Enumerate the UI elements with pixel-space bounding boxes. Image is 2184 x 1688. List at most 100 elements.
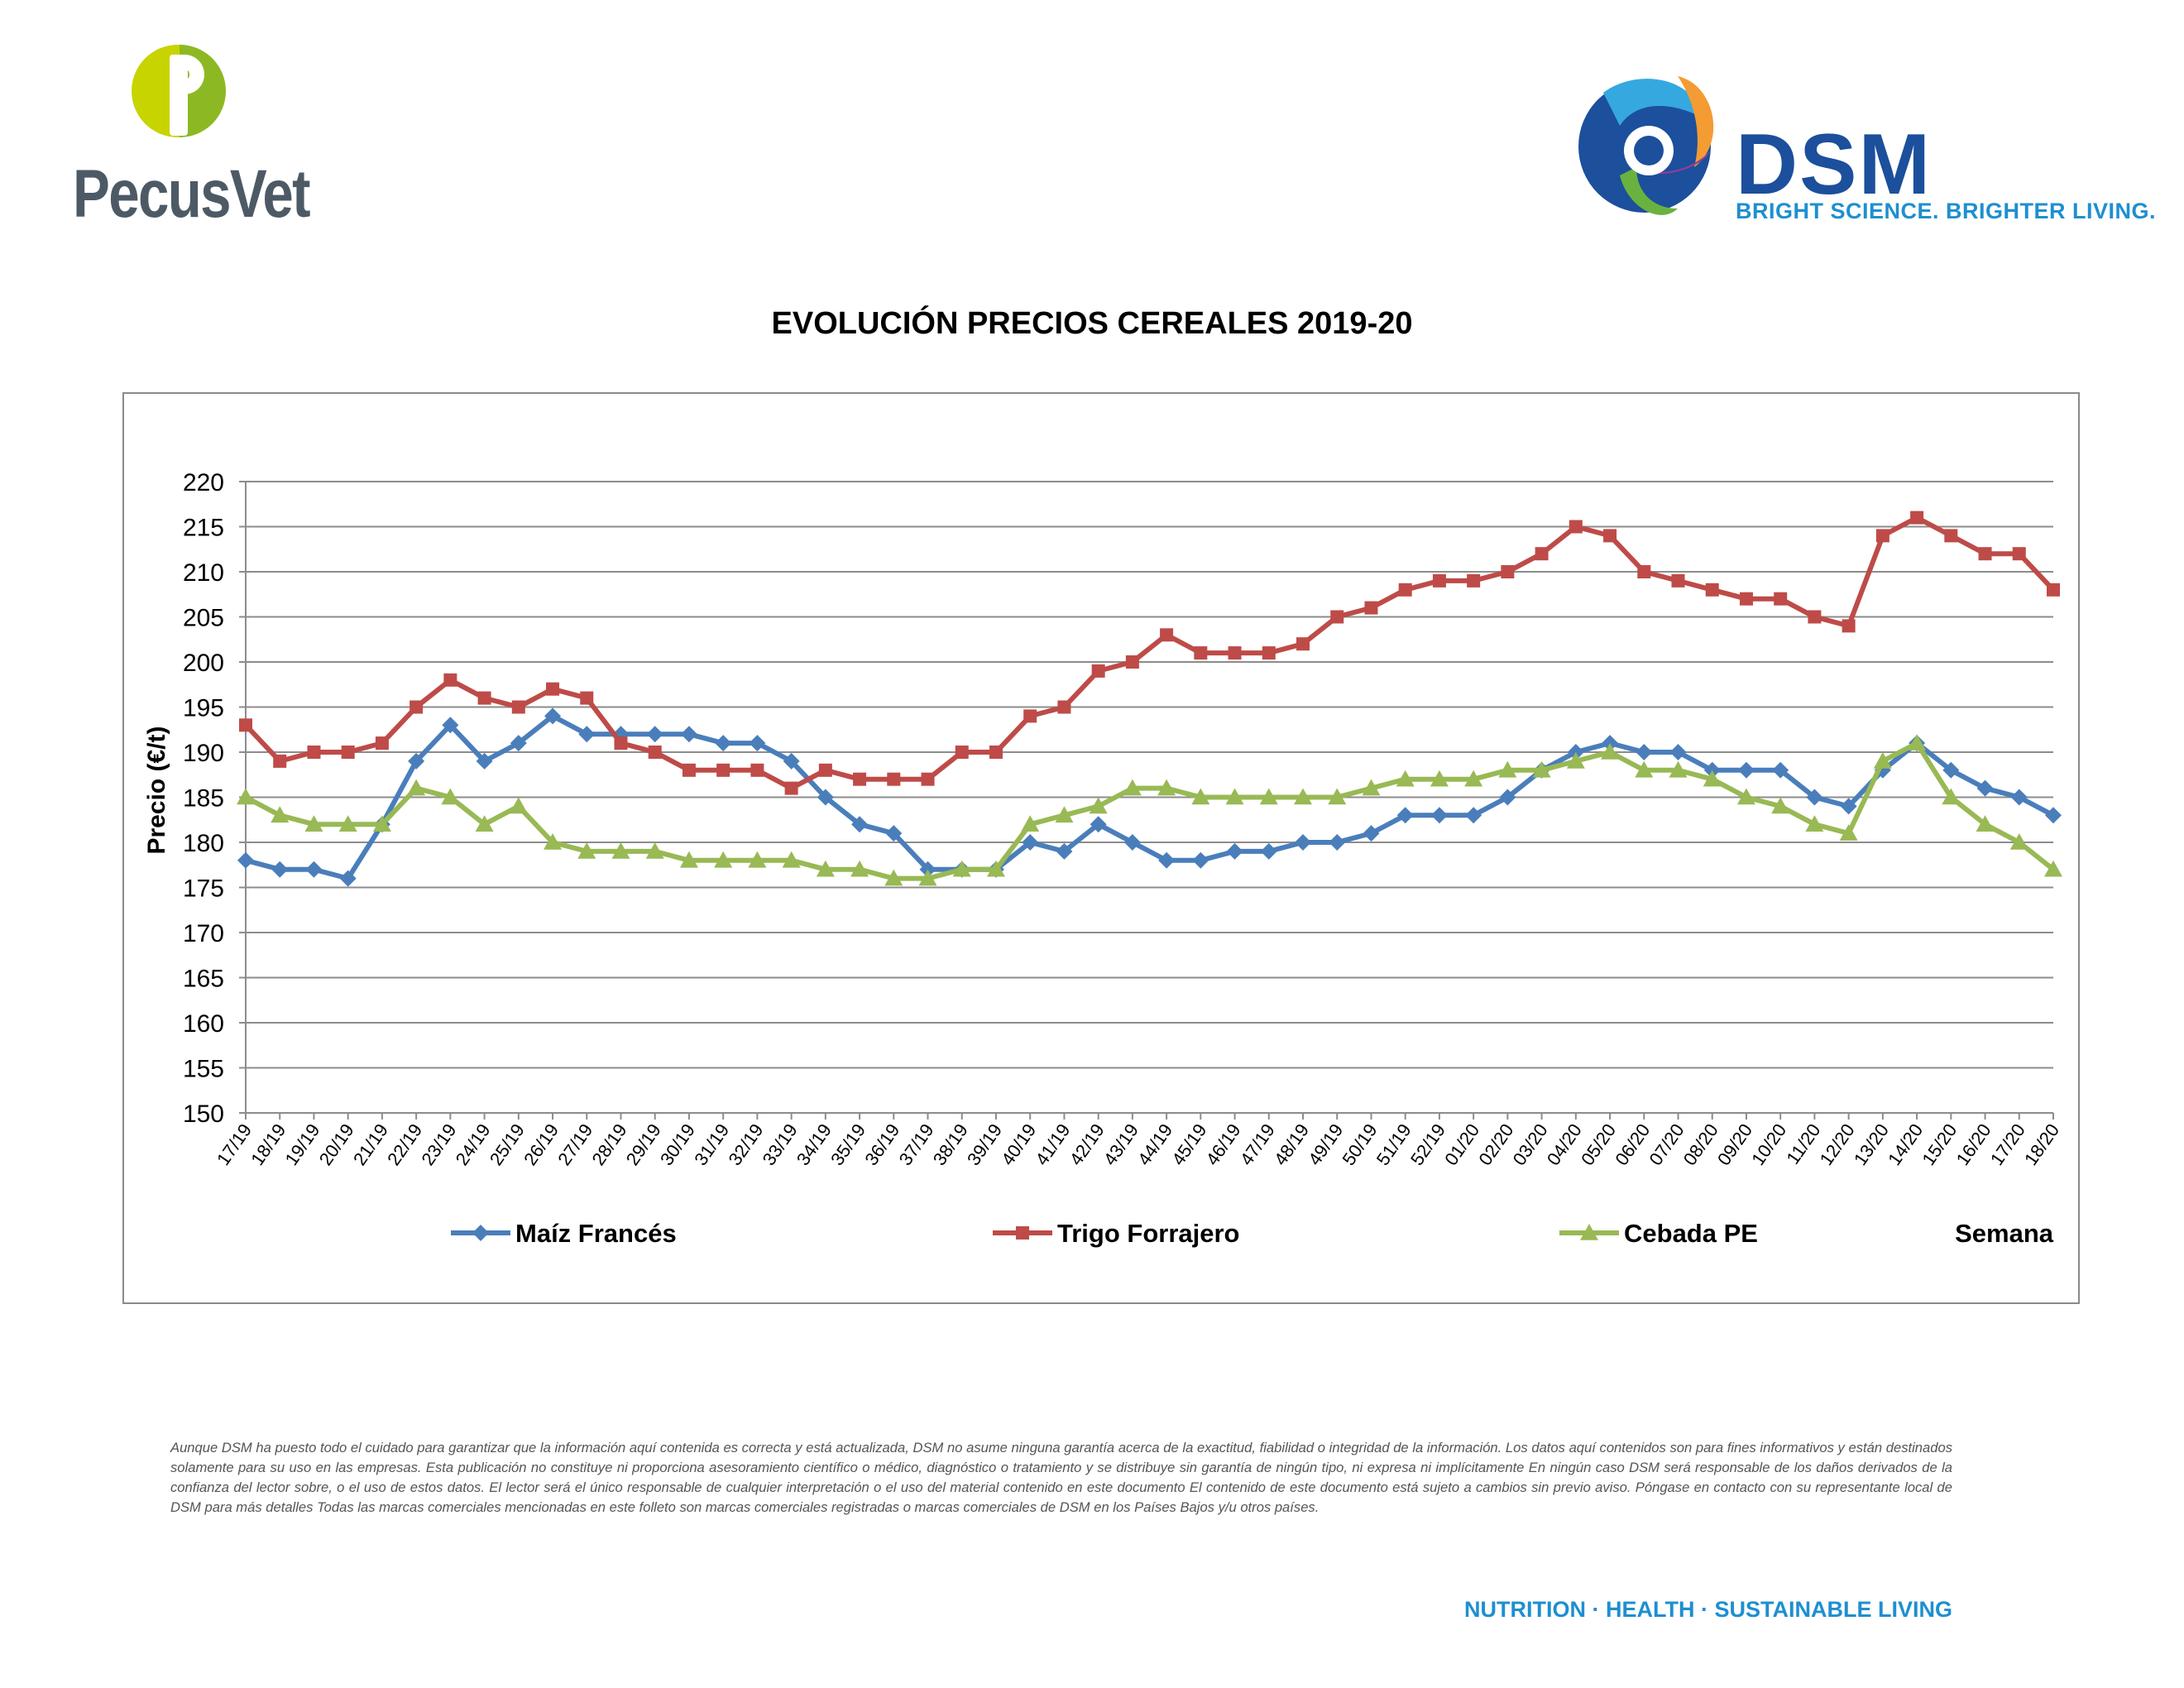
data-point — [1875, 529, 1889, 543]
data-point — [887, 772, 901, 786]
y-tick-label: 165 — [183, 966, 224, 993]
data-point — [407, 779, 426, 796]
data-point — [1703, 770, 1722, 787]
data-point — [1363, 825, 1380, 842]
data-point — [714, 851, 733, 868]
x-tick-label: 03/20 — [1509, 1120, 1552, 1169]
data-point — [1125, 655, 1139, 669]
x-tick-label: 46/19 — [1202, 1120, 1245, 1169]
x-tick-label: 22/19 — [383, 1120, 426, 1169]
data-point — [1669, 744, 1687, 760]
data-point — [648, 746, 662, 759]
data-point — [2045, 807, 2062, 824]
data-point — [1637, 565, 1651, 578]
data-point — [1498, 760, 1517, 778]
data-point — [1808, 610, 1822, 624]
x-tick-label: 37/19 — [895, 1120, 938, 1169]
x-tick-label: 01/20 — [1440, 1120, 1483, 1169]
data-point — [1978, 547, 1992, 561]
x-tick-label: 20/19 — [315, 1120, 358, 1169]
data-point — [1603, 529, 1617, 543]
data-point — [1771, 797, 1790, 814]
series-cebada — [237, 734, 2062, 886]
data-point — [304, 815, 323, 832]
data-point — [783, 752, 800, 770]
x-tick-label: 42/19 — [1066, 1120, 1109, 1169]
data-point — [1501, 565, 1515, 578]
x-tick-label: 17/20 — [1986, 1120, 2029, 1169]
x-tick-label: 24/19 — [452, 1120, 495, 1169]
data-point — [1976, 779, 1994, 797]
data-point — [1736, 788, 1755, 805]
data-point — [1296, 637, 1310, 651]
data-point — [851, 816, 869, 833]
data-point — [952, 860, 971, 877]
data-point — [237, 788, 255, 805]
data-point — [1226, 842, 1243, 860]
data-point — [1225, 788, 1244, 805]
data-point — [1739, 592, 1753, 606]
x-tick-label: 28/19 — [588, 1120, 631, 1169]
legend-label: Trigo Forrajero — [1057, 1219, 1239, 1248]
data-point — [1705, 583, 1719, 597]
data-point — [1873, 751, 1892, 769]
legend-label: Maíz Francés — [515, 1219, 677, 1248]
data-point — [544, 707, 562, 725]
data-point — [1669, 760, 1688, 778]
x-tick-label: 10/20 — [1747, 1120, 1790, 1169]
data-point — [2009, 833, 2028, 850]
data-point — [1499, 789, 1516, 806]
data-point — [818, 763, 832, 777]
data-point — [510, 735, 527, 752]
data-point — [1910, 511, 1924, 525]
data-point — [918, 869, 937, 886]
data-point — [1055, 806, 1074, 823]
data-point — [578, 726, 596, 743]
data-point — [1330, 610, 1344, 624]
data-point — [1908, 734, 1927, 750]
y-tick-label: 160 — [183, 1010, 224, 1038]
data-point — [1362, 779, 1381, 796]
y-ticks: 150 155 160 165 170 175 180 185 190 195 200 205 210 2… — [183, 469, 224, 1128]
y-axis-label: Precio (€/t) — [143, 726, 170, 854]
x-tick-label: 47/19 — [1236, 1120, 1279, 1169]
data-point — [716, 763, 730, 777]
x-tick-label: 40/19 — [997, 1120, 1040, 1169]
data-point — [782, 851, 801, 868]
data-point — [1158, 851, 1176, 869]
data-point — [1566, 751, 1585, 769]
legend-label: Cebada PE — [1624, 1219, 1758, 1248]
y-tick-label: 195 — [183, 695, 224, 722]
data-point — [885, 825, 903, 842]
data-point — [1056, 842, 1073, 860]
data-point — [237, 851, 254, 869]
data-point — [443, 673, 457, 687]
data-point — [477, 691, 491, 705]
data-point — [1022, 834, 1039, 851]
data-point — [1942, 788, 1961, 805]
y-tick-label: 170 — [183, 920, 224, 947]
data-point — [1259, 788, 1278, 805]
y-tick-label: 210 — [183, 559, 224, 587]
x-tick-label: 11/20 — [1782, 1120, 1824, 1168]
x-tick-label: 07/20 — [1645, 1120, 1688, 1169]
legend: Maíz Francés Trigo Forrajero Cebada PE — [451, 1219, 1758, 1248]
y-tick-label: 205 — [183, 605, 224, 632]
legend-item-cebada: Cebada PE — [1559, 1219, 1758, 1248]
x-tick-label: 05/20 — [1577, 1120, 1620, 1169]
data-point — [1635, 760, 1654, 778]
data-point — [305, 861, 323, 878]
data-point — [271, 806, 290, 823]
data-point — [850, 860, 869, 877]
data-point — [1601, 743, 1620, 760]
data-point — [1636, 744, 1653, 760]
data-point — [682, 763, 696, 777]
data-point — [614, 736, 628, 750]
x-tick-label: 14/20 — [1884, 1120, 1927, 1169]
data-point — [1671, 573, 1685, 587]
x-tick-label: 08/20 — [1679, 1120, 1722, 1169]
y-tick-label: 190 — [183, 740, 224, 767]
y-tick-label: 200 — [183, 650, 224, 677]
data-point — [1942, 761, 1960, 779]
data-point — [1157, 779, 1176, 796]
